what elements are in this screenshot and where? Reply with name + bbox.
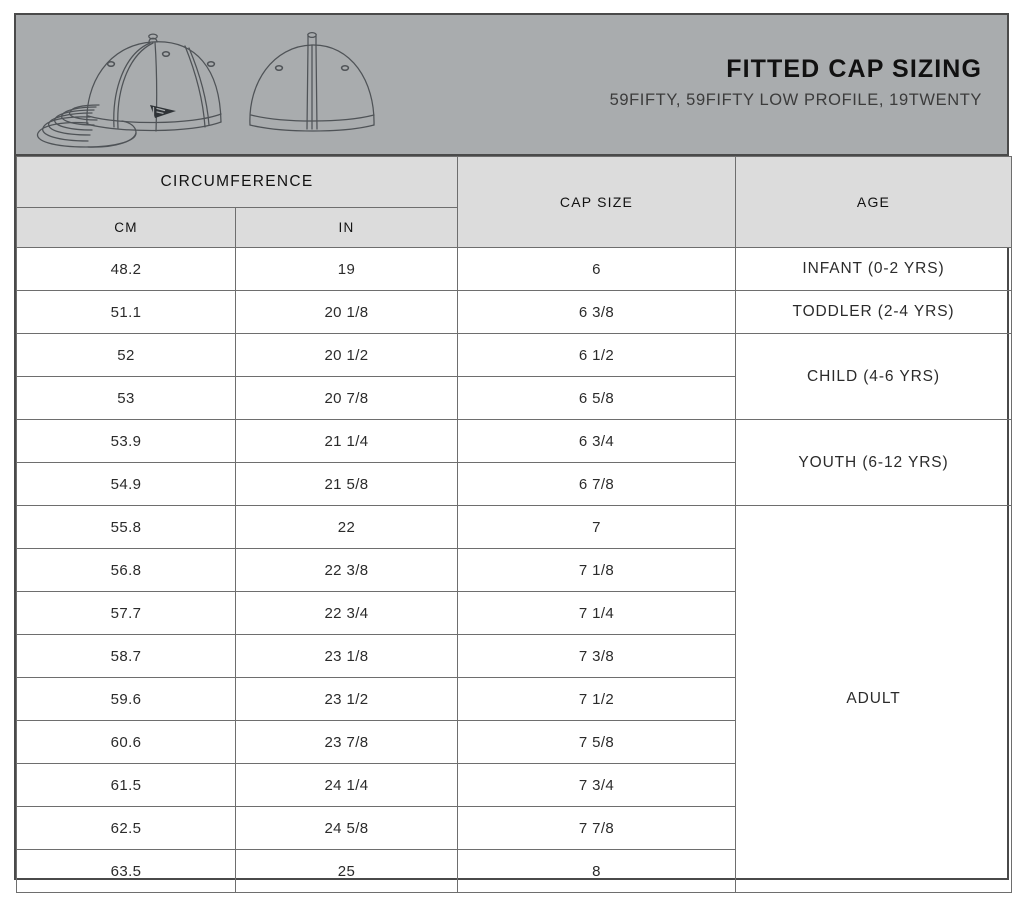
cell-cap-size: 7 3/4 bbox=[457, 763, 736, 807]
cell-cap-size: 6 3/4 bbox=[457, 419, 736, 463]
cell-in: 22 3/4 bbox=[235, 591, 458, 635]
cell-age-group: TODDLER (2-4 YRS) bbox=[735, 290, 1012, 334]
column-header-age: AGE bbox=[735, 156, 1012, 248]
cell-in: 21 5/8 bbox=[235, 462, 458, 506]
cap-side-view-icon bbox=[36, 33, 222, 148]
cell-cm: 53.9 bbox=[16, 419, 236, 463]
cell-cap-size: 7 1/8 bbox=[457, 548, 736, 592]
cell-in: 23 7/8 bbox=[235, 720, 458, 764]
cell-cap-size: 6 3/8 bbox=[457, 290, 736, 334]
cell-in: 20 1/2 bbox=[235, 333, 458, 377]
table-row: 53.9 21 1/4 6 3/4 YOUTH (6-12 YRS) bbox=[16, 419, 1012, 506]
cell-in: 19 bbox=[235, 247, 458, 291]
cell-cm: 63.5 bbox=[16, 849, 236, 893]
cell-cm: 51.1 bbox=[16, 290, 236, 334]
cell-in: 21 1/4 bbox=[235, 419, 458, 463]
cell-cm: 53 bbox=[16, 376, 236, 420]
table-header-row-2: CM IN bbox=[16, 207, 1012, 248]
table-row: 62.5 24 5/8 7 7/8 bbox=[16, 806, 1012, 850]
cell-cm: 58.7 bbox=[16, 634, 236, 678]
cell-cap-size: 6 1/2 bbox=[457, 333, 736, 377]
size-chart-sheet: FITTED CAP SIZING 59FIFTY, 59FIFTY LOW P… bbox=[14, 13, 1012, 893]
cell-age-group: ADULT bbox=[735, 505, 1012, 893]
table-row: 48.2 19 6 INFANT (0-2 YRS) bbox=[16, 247, 1012, 291]
cell-cap-size: 8 bbox=[457, 849, 736, 893]
table-body: 48.2 19 6 INFANT (0-2 YRS) 51.1 20 1/8 6 3/8 TO… bbox=[16, 247, 1012, 893]
table-row: 56.8 22 3/8 7 1/8 bbox=[16, 548, 1012, 592]
cell-cap-size: 6 5/8 bbox=[457, 376, 736, 420]
table-row: 57.7 22 3/4 7 1/4 bbox=[16, 591, 1012, 635]
cell-in: 22 bbox=[235, 505, 458, 549]
cell-cm: 61.5 bbox=[16, 763, 236, 807]
table-row: 61.5 24 1/4 7 3/4 bbox=[16, 763, 1012, 807]
table-row: 54.9 21 5/8 6 7/8 bbox=[16, 462, 1012, 506]
table-row: 53 20 7/8 6 5/8 bbox=[16, 376, 1012, 420]
page-subtitle: 59FIFTY, 59FIFTY LOW PROFILE, 19TWENTY bbox=[609, 90, 982, 109]
cell-cap-size: 6 bbox=[457, 247, 736, 291]
cell-cm: 56.8 bbox=[16, 548, 236, 592]
cap-sizing-table: CIRCUMFERENCE CAP SIZE AGE CM IN 48.2 19 6… bbox=[16, 156, 1012, 893]
cell-cm: 62.5 bbox=[16, 806, 236, 850]
cell-cm: 48.2 bbox=[16, 247, 236, 291]
cell-in: 24 1/4 bbox=[235, 763, 458, 807]
table-row: 58.7 23 1/8 7 3/8 bbox=[16, 634, 1012, 678]
cell-age-group: CHILD (4-6 YRS) bbox=[735, 333, 1012, 420]
table-row: 63.5 25 8 bbox=[16, 849, 1012, 893]
cell-cm: 60.6 bbox=[16, 720, 236, 764]
title-block: FITTED CAP SIZING 59FIFTY, 59FIFTY LOW P… bbox=[610, 55, 982, 110]
table-row: 51.1 20 1/8 6 3/8 TODDLER (2-4 YRS) bbox=[16, 290, 1012, 334]
table-header-row-1: CIRCUMFERENCE CAP SIZE AGE bbox=[16, 156, 1012, 248]
cell-cm: 59.6 bbox=[16, 677, 236, 721]
chart-header-banner: FITTED CAP SIZING 59FIFTY, 59FIFTY LOW P… bbox=[16, 15, 1007, 156]
table-row: 55.8 22 7 ADULT bbox=[16, 505, 1012, 893]
cell-cm: 52 bbox=[16, 333, 236, 377]
cell-cap-size: 6 7/8 bbox=[457, 462, 736, 506]
cell-cap-size: 7 5/8 bbox=[457, 720, 736, 764]
column-header-circumference: CIRCUMFERENCE bbox=[16, 156, 458, 208]
column-header-in: IN bbox=[235, 207, 458, 248]
cell-cm: 57.7 bbox=[16, 591, 236, 635]
column-header-cm: CM bbox=[16, 207, 236, 248]
cell-age-group: INFANT (0-2 YRS) bbox=[735, 247, 1012, 291]
table-row: 60.6 23 7/8 7 5/8 bbox=[16, 720, 1012, 764]
cap-illustrations bbox=[36, 31, 375, 148]
cell-cap-size: 7 bbox=[457, 505, 736, 549]
cap-back-view-icon bbox=[249, 31, 375, 132]
cell-age-group: YOUTH (6-12 YRS) bbox=[735, 419, 1012, 506]
table-row: 52 20 1/2 6 1/2 CHILD (4-6 YRS) bbox=[16, 333, 1012, 420]
column-header-cap-size: CAP SIZE bbox=[457, 156, 736, 248]
cell-cap-size: 7 3/8 bbox=[457, 634, 736, 678]
cell-in: 25 bbox=[235, 849, 458, 893]
cell-cap-size: 7 1/2 bbox=[457, 677, 736, 721]
cell-cap-size: 7 7/8 bbox=[457, 806, 736, 850]
cell-cap-size: 7 1/4 bbox=[457, 591, 736, 635]
page-title: FITTED CAP SIZING bbox=[726, 55, 982, 83]
table-head: CIRCUMFERENCE CAP SIZE AGE CM IN bbox=[16, 156, 1012, 248]
cell-cm: 54.9 bbox=[16, 462, 236, 506]
cell-in: 23 1/2 bbox=[235, 677, 458, 721]
cell-in: 20 7/8 bbox=[235, 376, 458, 420]
cell-in: 20 1/8 bbox=[235, 290, 458, 334]
cell-cm: 55.8 bbox=[16, 505, 236, 549]
cell-in: 22 3/8 bbox=[235, 548, 458, 592]
cell-in: 24 5/8 bbox=[235, 806, 458, 850]
cell-in: 23 1/8 bbox=[235, 634, 458, 678]
